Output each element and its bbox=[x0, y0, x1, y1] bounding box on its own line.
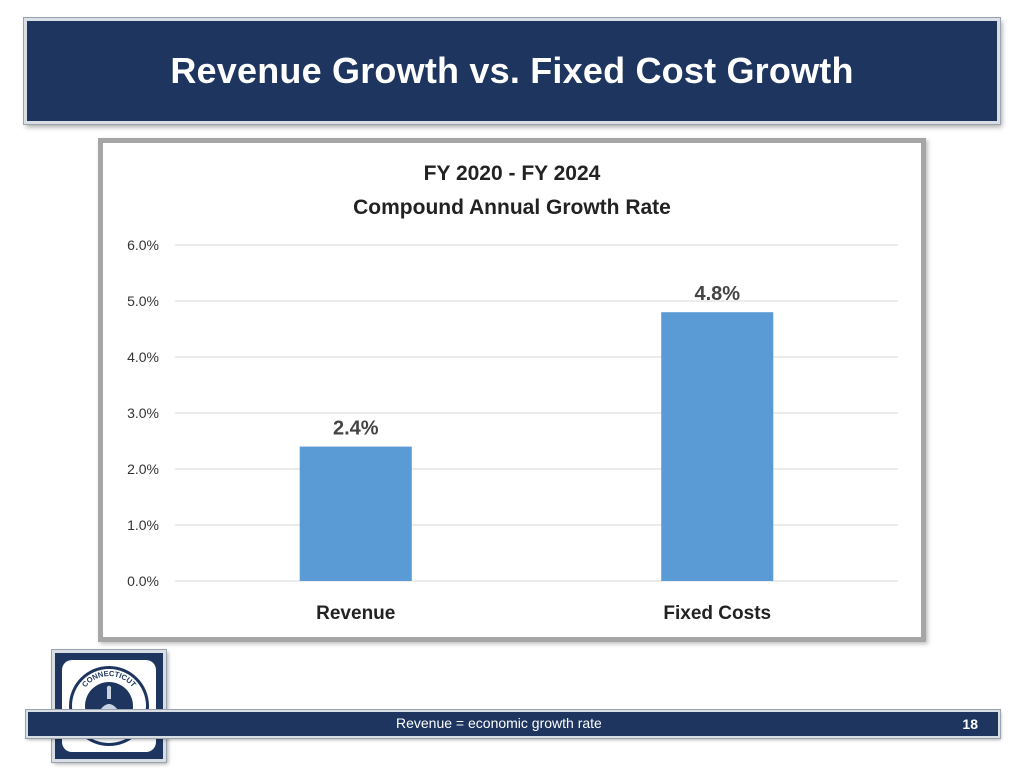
y-tick-label: 1.0% bbox=[127, 517, 159, 533]
chart-title-line: FY 2020 - FY 2024 bbox=[424, 162, 601, 185]
slide-title: Revenue Growth vs. Fixed Cost Growth bbox=[170, 50, 854, 91]
bar-chart: FY 2020 - FY 2024 Compound Annual Growth … bbox=[127, 162, 898, 624]
footer-bar: Revenue = economic growth rate 18 bbox=[26, 710, 1000, 738]
data-label: 4.8% bbox=[694, 283, 740, 305]
footer-note: Revenue = economic growth rate bbox=[396, 715, 602, 731]
bar-fixed-costs bbox=[661, 312, 774, 581]
category-label: Fixed Costs bbox=[663, 603, 771, 624]
category-label: Revenue bbox=[316, 603, 395, 624]
y-tick-label: 5.0% bbox=[127, 293, 159, 309]
y-tick-label: 4.0% bbox=[127, 349, 159, 365]
y-tick-label: 2.0% bbox=[127, 461, 159, 477]
chart-frame: FY 2020 - FY 2024 Compound Annual Growth … bbox=[98, 138, 926, 642]
data-label: 2.4% bbox=[333, 418, 379, 440]
bar-revenue bbox=[299, 446, 412, 581]
opm-logo: CONNECTICUT OFFICE OF POLICY AND MANAGEM… bbox=[52, 650, 166, 762]
y-tick-label: 0.0% bbox=[127, 573, 159, 589]
title-banner: Revenue Growth vs. Fixed Cost Growth bbox=[24, 18, 1000, 124]
y-tick-label: 6.0% bbox=[127, 237, 159, 253]
page-number: 18 bbox=[962, 716, 978, 732]
chart-title-line: Compound Annual Growth Rate bbox=[353, 196, 671, 219]
y-tick-label: 3.0% bbox=[127, 405, 159, 421]
